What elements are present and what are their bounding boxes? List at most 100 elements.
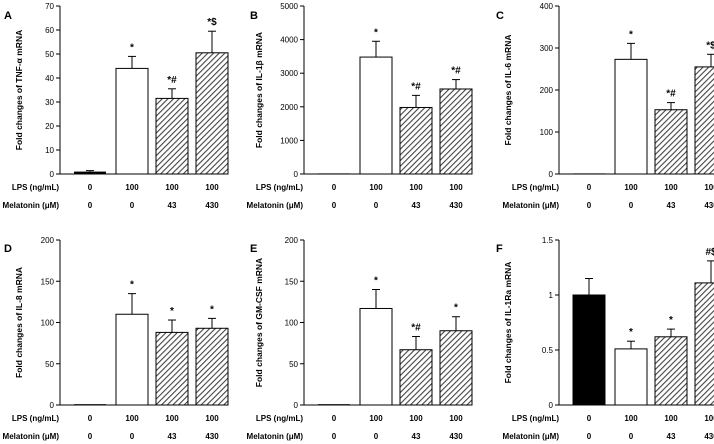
lps-value-b-3: 100 [449, 183, 463, 192]
y-tick-label-b: 3000 [280, 69, 298, 78]
bar-e-2 [399, 349, 433, 406]
significance-mark-b-3: *# [451, 66, 461, 77]
melatonin-value-c-0: 0 [587, 201, 592, 210]
panel-label-c: C [496, 10, 504, 22]
melatonin-value-e-2: 43 [412, 432, 421, 441]
y-tick-label-c: 100 [540, 128, 554, 137]
melatonin-value-f-1: 0 [629, 432, 634, 441]
lps-value-f-1: 100 [624, 414, 638, 423]
lps-row-label-f: LPS (ng/mL) [512, 414, 559, 423]
melatonin-value-b-2: 43 [412, 201, 421, 210]
bar-e-0 [318, 404, 350, 405]
melatonin-row-label-b: Melatonin (μM) [247, 201, 304, 210]
melatonin-value-f-3: 430 [704, 432, 714, 441]
melatonin-value-c-2: 43 [667, 201, 676, 210]
melatonin-value-d-3: 430 [205, 432, 219, 441]
melatonin-row-label-c: Melatonin (μM) [503, 201, 560, 210]
lps-row-label-d: LPS (ng/mL) [12, 414, 59, 423]
significance-mark-c-1: * [629, 29, 633, 40]
melatonin-value-d-1: 0 [130, 432, 135, 441]
y-tick-label-d: 50 [45, 360, 54, 369]
significance-mark-b-2: *# [411, 81, 421, 92]
y-tick-label-f: 1.5 [542, 236, 554, 245]
lps-value-b-2: 100 [409, 183, 423, 192]
melatonin-value-e-0: 0 [332, 432, 337, 441]
lps-row-label-b: LPS (ng/mL) [256, 183, 303, 192]
bar-f-2 [654, 336, 688, 406]
lps-value-a-2: 100 [165, 183, 179, 192]
lps-value-c-0: 0 [587, 183, 592, 192]
y-tick-label-d: 150 [41, 277, 55, 286]
lps-value-f-2: 100 [664, 414, 678, 423]
significance-mark-c-2: *# [666, 89, 676, 100]
melatonin-value-c-3: 430 [704, 201, 714, 210]
y-tick-label-a: 20 [45, 122, 54, 131]
bar-b-2 [399, 106, 433, 175]
y-tick-label-a: 30 [45, 98, 54, 107]
bar-d-2 [155, 331, 189, 406]
y-axis-label-a: Fold changes of TNF-α mRNA [14, 30, 24, 150]
bar-d-3 [195, 327, 229, 406]
melatonin-row-label-f: Melatonin (μM) [503, 432, 560, 441]
y-axis-label-e: Fold changes of GM-CSF mRNA [254, 258, 264, 387]
bar-b-0 [318, 173, 350, 174]
significance-mark-e-2: *# [411, 323, 421, 334]
lps-value-a-1: 100 [125, 183, 139, 192]
y-axis-label-f: Fold changes of IL-1Ra mRNA [503, 262, 513, 384]
y-tick-label-d: 200 [41, 236, 55, 245]
y-tick-label-e: 0 [294, 401, 299, 410]
y-tick-label-d: 0 [50, 401, 55, 410]
lps-value-f-0: 0 [587, 414, 592, 423]
lps-value-e-1: 100 [369, 414, 383, 423]
bar-c-3 [694, 66, 714, 175]
bar-b-3 [439, 88, 473, 175]
melatonin-value-e-1: 0 [374, 432, 379, 441]
lps-row-label-c: LPS (ng/mL) [512, 183, 559, 192]
bar-e-3 [439, 330, 473, 406]
bar-c-0 [573, 173, 605, 174]
bar-b-1 [359, 56, 393, 175]
lps-value-e-2: 100 [409, 414, 423, 423]
lps-value-d-3: 100 [205, 414, 219, 423]
melatonin-value-d-2: 43 [168, 432, 177, 441]
lps-value-a-0: 0 [88, 183, 93, 192]
bar-a-0 [74, 171, 106, 174]
significance-mark-d-2: * [170, 306, 174, 317]
melatonin-value-b-1: 0 [374, 201, 379, 210]
panel-label-f: F [496, 243, 503, 255]
significance-mark-e-1: * [374, 276, 378, 287]
lps-value-f-3: 100 [704, 414, 714, 423]
significance-mark-f-2: * [669, 315, 673, 326]
y-tick-label-a: 70 [45, 2, 54, 11]
melatonin-value-f-0: 0 [587, 432, 592, 441]
y-tick-label-a: 10 [45, 146, 54, 155]
bar-f-3 [694, 282, 714, 406]
bar-a-1 [115, 67, 149, 175]
y-tick-label-a: 40 [45, 74, 54, 83]
y-tick-label-c: 0 [549, 170, 554, 179]
y-axis-label-c: Fold changes of IL-6 mRNA [503, 35, 513, 146]
lps-value-d-0: 0 [88, 414, 93, 423]
lps-row-label-a: LPS (ng/mL) [12, 183, 59, 192]
y-tick-label-b: 4000 [280, 36, 298, 45]
lps-value-b-1: 100 [369, 183, 383, 192]
melatonin-value-b-0: 0 [332, 201, 337, 210]
melatonin-value-c-1: 0 [629, 201, 634, 210]
melatonin-row-label-d: Melatonin (μM) [3, 432, 60, 441]
melatonin-value-b-3: 430 [449, 201, 463, 210]
lps-value-c-1: 100 [624, 183, 638, 192]
bar-c-1 [614, 58, 648, 175]
panel-label-a: A [4, 10, 12, 22]
y-tick-label-e: 150 [285, 277, 299, 286]
y-tick-label-a: 0 [50, 170, 55, 179]
y-tick-label-a: 50 [45, 50, 54, 59]
y-tick-label-b: 5000 [280, 2, 298, 11]
y-tick-label-b: 0 [294, 170, 299, 179]
y-tick-label-f: 0.5 [542, 346, 554, 355]
melatonin-value-a-2: 43 [168, 201, 177, 210]
y-tick-label-f: 1 [549, 291, 554, 300]
lps-value-d-1: 100 [125, 414, 139, 423]
lps-row-label-e: LPS (ng/mL) [256, 414, 303, 423]
lps-value-d-2: 100 [165, 414, 179, 423]
